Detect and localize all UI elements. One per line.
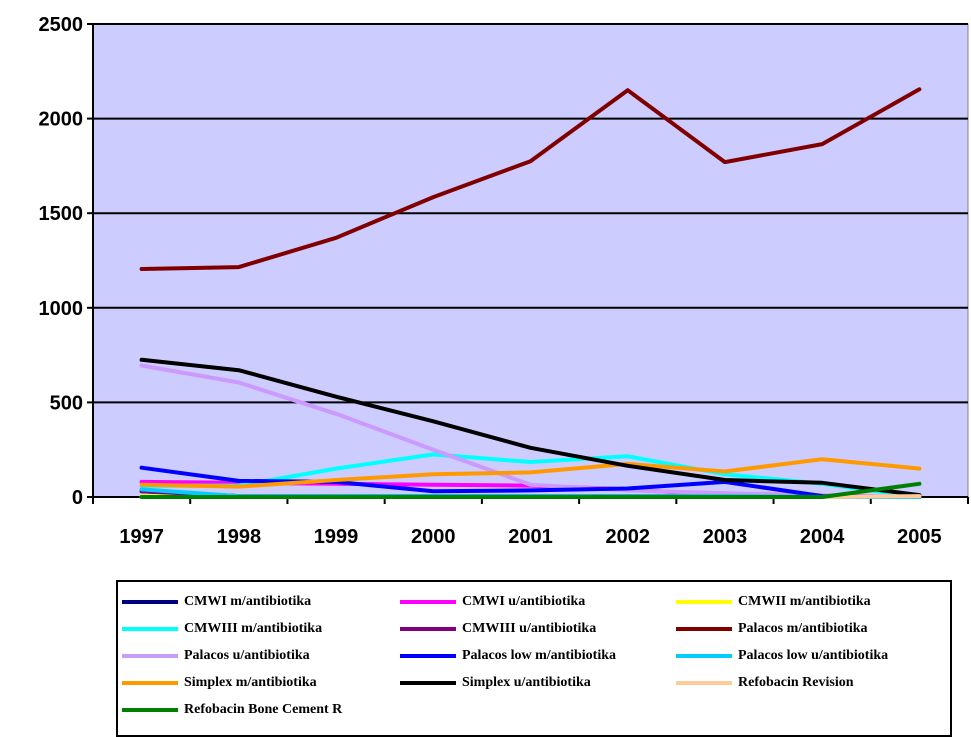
gridlines [93, 23, 968, 404]
x-tick-label: 1998 [217, 526, 262, 548]
legend-item: Refobacin Bone Cement R [122, 700, 342, 720]
x-tick-label: 1999 [314, 526, 359, 548]
legend-item: Refobacin Revision [676, 673, 854, 693]
legend-item: Palacos low u/antibiotika [676, 646, 888, 666]
legend-label: Simplex m/antibiotika [184, 675, 317, 690]
legend-label: Palacos low m/antibiotika [462, 648, 617, 663]
legend-label: Palacos u/antibiotika [184, 648, 310, 663]
legend-label: Refobacin Bone Cement R [184, 702, 343, 717]
y-tick-label: 2000 [39, 109, 84, 131]
legend-item: Simplex m/antibiotika [122, 673, 317, 693]
legend-item: CMWIII m/antibiotika [122, 619, 322, 639]
legend-swatch [122, 654, 178, 658]
legend-swatch [400, 654, 456, 658]
legend-swatch [676, 600, 732, 604]
legend-label: CMWIII u/antibiotika [462, 621, 597, 636]
legend-swatch [122, 708, 178, 712]
x-tick-label: 2003 [703, 526, 748, 548]
legend-label: CMWI m/antibiotika [184, 594, 312, 609]
legend-swatch [122, 600, 178, 604]
series-line-10 [139, 357, 922, 498]
legend-item: Palacos low m/antibiotika [400, 646, 616, 666]
series-line-5 [139, 87, 922, 271]
x-tick-label: 2004 [800, 526, 845, 548]
legend-item: Palacos m/antibiotika [676, 619, 868, 639]
x-tick-label: 1997 [119, 526, 164, 548]
y-tick-label: 0 [72, 487, 83, 509]
y-tick-label: 2500 [39, 14, 84, 36]
legend-label: CMWIII m/antibiotika [184, 621, 323, 636]
legend-swatch [400, 627, 456, 631]
legend-label: Simplex u/antibiotika [462, 675, 591, 690]
series-line-9 [139, 457, 922, 489]
legend-label: Palacos low u/antibiotika [738, 648, 889, 663]
x-tick-label: 2002 [605, 526, 650, 548]
series-line-7 [139, 465, 922, 499]
legend: CMWI m/antibiotika CMWI u/antibiotika CMWI… [116, 580, 952, 737]
plot-area [92, 23, 969, 498]
series-lines [139, 87, 922, 499]
y-tick-label: 500 [50, 392, 83, 414]
legend-swatch [122, 681, 178, 685]
legend-label: CMWI u/antibiotika [462, 594, 586, 609]
x-tick-label: 2005 [897, 526, 942, 548]
legend-label: Palacos m/antibiotika [738, 621, 868, 636]
legend-swatch [400, 600, 456, 604]
legend-item: CMWI u/antibiotika [400, 592, 585, 612]
x-tick-label: 2001 [508, 526, 553, 548]
legend-label: CMWII m/antibiotika [738, 594, 871, 609]
legend-swatch [676, 654, 732, 658]
y-tick-label: 1000 [39, 298, 84, 320]
legend-label: Refobacin Revision [738, 675, 854, 690]
y-tick-label: 1500 [39, 203, 84, 225]
legend-swatch [400, 681, 456, 685]
legend-swatch [676, 681, 732, 685]
series-line-6 [139, 363, 922, 499]
legend-swatch [676, 627, 732, 631]
series-line-12 [139, 481, 922, 499]
legend-swatch [122, 627, 178, 631]
x-tick-label: 2000 [411, 526, 456, 548]
legend-item: CMWI m/antibiotika [122, 592, 311, 612]
legend-item: Palacos u/antibiotika [122, 646, 310, 666]
legend-item: CMWIII u/antibiotika [400, 619, 596, 639]
x-axis: 1997 1998 1999 2000 2001 2002 2003 2004 2005 [92, 496, 969, 548]
y-axis: 0 500 1000 1500 2000 2500 [39, 14, 94, 509]
legend-item: Simplex u/antibiotika [400, 673, 591, 693]
legend-item: CMWII m/antibiotika [676, 592, 871, 612]
line-chart: 0 500 1000 1500 2000 2500 1997 1998 1999 2000 200… [39, 14, 969, 548]
